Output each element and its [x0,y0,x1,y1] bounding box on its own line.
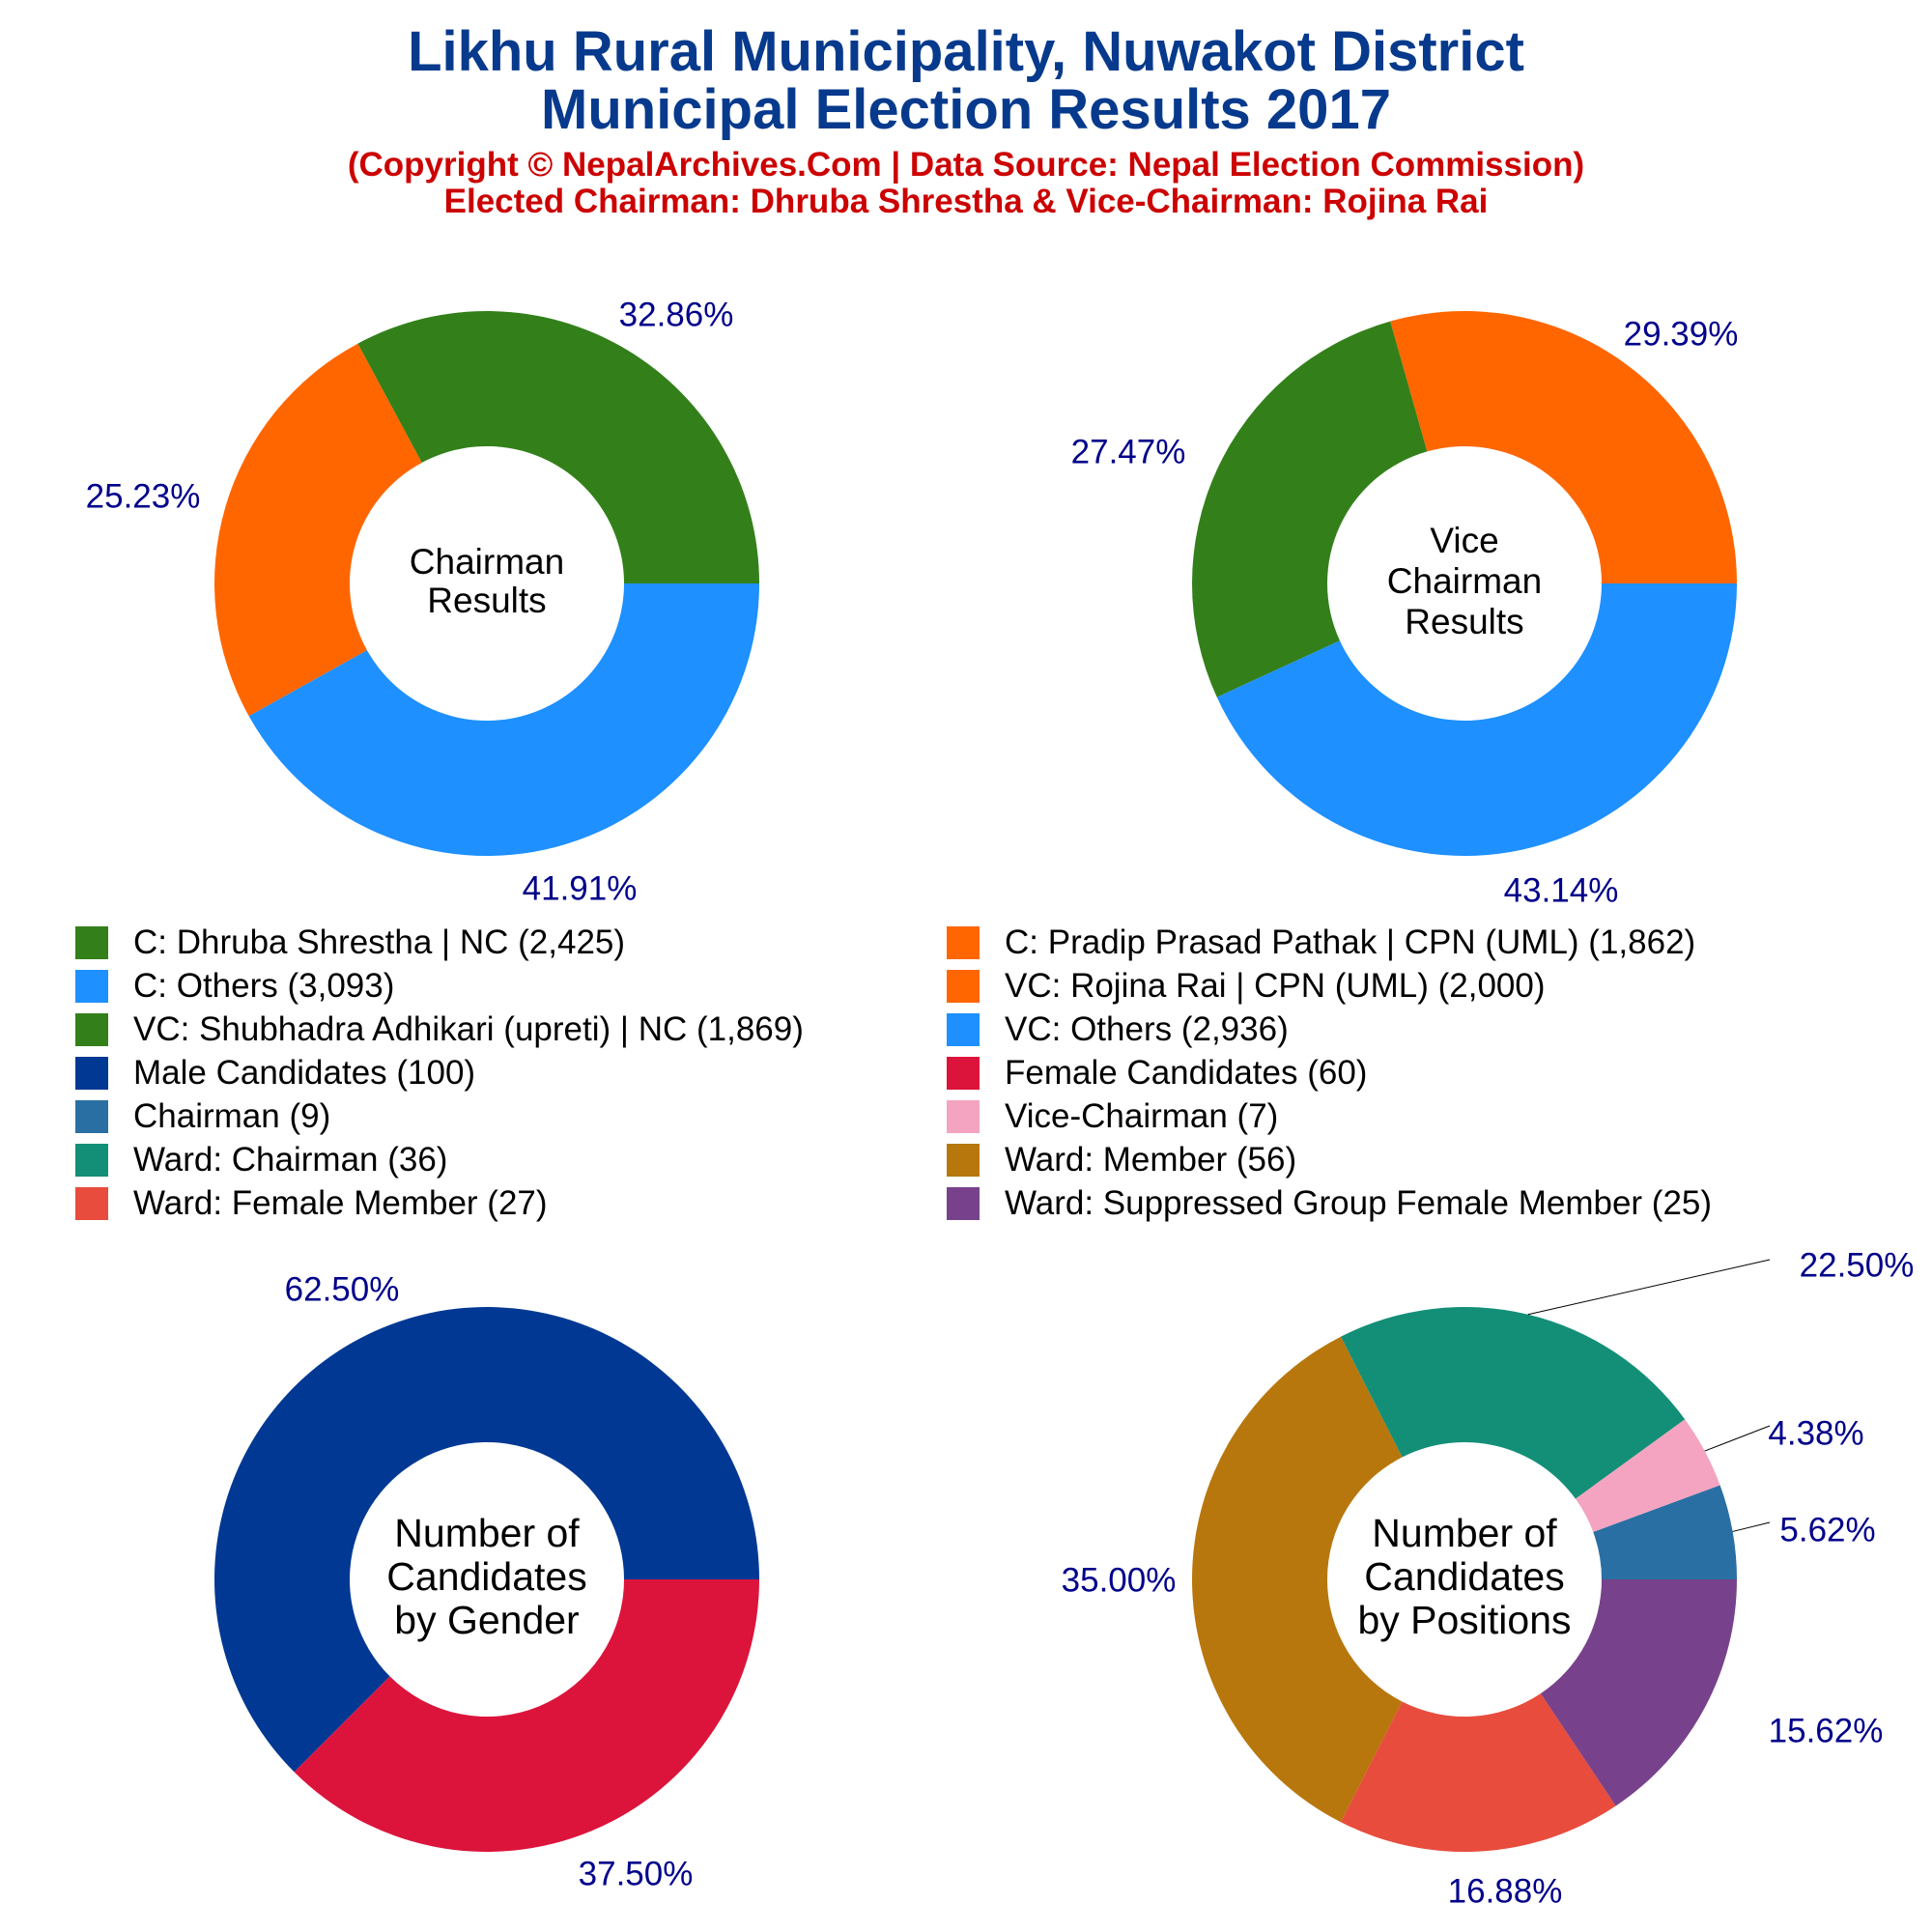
slice-percent-label: 27.47% [1071,433,1186,470]
slice-percent-label: 29.39% [1624,315,1739,353]
legend-label: VC: Shubhadra Adhikari (upreti) | NC (1,… [133,1010,804,1048]
legend-swatch [75,926,108,959]
donut-center-label: Candidates [386,1554,586,1599]
slice-percent-label: 35.00% [1062,1561,1177,1599]
donut-slice [248,583,759,857]
slice-percent-label: 32.86% [619,296,734,333]
legend-item: C: Dhruba Shrestha | NC (2,425) [75,922,625,964]
legend-item: C: Pradip Prasad Pathak | CPN (UML) (1,8… [947,922,1695,964]
legend-label: Female Candidates (60) [1005,1054,1368,1092]
donut-slice [1390,311,1737,583]
donut-slice [1540,1579,1737,1806]
donut-slice [1593,1485,1737,1579]
legend-swatch [75,1013,108,1046]
slice-percent-label: 15.62% [1769,1712,1884,1749]
donut-center-label: Number of [1372,1511,1557,1555]
legend-label: Chairman (9) [133,1097,331,1135]
legend-item: Female Candidates (60) [947,1052,1367,1094]
legend-swatch [75,1144,108,1177]
donut-center-label: Chairman [1387,561,1542,601]
slice-percent-label: 37.50% [579,1855,694,1892]
donut-center-label: Number of [394,1511,580,1555]
legend-swatch [75,1100,108,1133]
slice-percent-label: 5.62% [1779,1511,1875,1548]
legend-swatch [75,970,108,1003]
legend-label: Ward: Member (56) [1005,1141,1297,1179]
legend-label: Ward: Chairman (36) [133,1141,448,1179]
legend-item: C: Others (3,093) [75,965,394,1008]
legend-item: VC: Others (2,936) [947,1009,1289,1051]
donut-chart-4: 5.62% 4.38% 22.50% 35.00% 16.88% 15.62% Number… [1062,1246,1915,1910]
legend-label: Ward: Suppressed Group Female Member (25… [1005,1184,1713,1222]
slice-percent-label: 43.14% [1504,871,1619,909]
slice-percent-label: 4.38% [1768,1414,1863,1452]
legend-item: Ward: Female Member (27) [75,1182,548,1225]
legend-swatch [75,1057,108,1090]
donut-center-label: Candidates [1364,1554,1564,1599]
donut-center-label: by Gender [394,1598,579,1642]
leader-line [1527,1259,1771,1316]
legend-swatch [75,1187,108,1220]
donut-center-label: Vice [1430,521,1498,560]
donut-center-label: Chairman [410,542,564,582]
legend-swatch [947,1057,980,1090]
slice-percent-label: 62.50% [285,1270,400,1308]
chart-title-line-2: Municipal Election Results 2017 [541,78,1391,141]
legend-item: Male Candidates (100) [75,1052,475,1094]
donut-center-label: Results [1405,602,1523,641]
legend-item: Ward: Suppressed Group Female Member (25… [947,1182,1712,1225]
chart-subtitle-elected: Elected Chairman: Dhruba Shrestha & Vice… [443,183,1489,220]
legend-label: C: Others (3,093) [133,967,395,1005]
slice-percent-label: 16.88% [1448,1872,1563,1910]
donut-slice [1192,1336,1403,1823]
legend-item: Chairman (9) [75,1095,330,1138]
chart-subtitle-copyright: (Copyright © NepalArchives.Com | Data So… [347,146,1585,184]
legend-label: C: Dhruba Shrestha | NC (2,425) [133,923,626,961]
donut-center-label: by Positions [1357,1598,1571,1642]
leader-line [1732,1521,1771,1532]
legend-item: VC: Shubhadra Adhikari (upreti) | NC (1,… [75,1009,804,1051]
legend-label: C: Pradip Prasad Pathak | CPN (UML) (1,8… [1005,923,1696,961]
donut-center-label: Results [427,581,546,620]
donut-slice [1192,321,1428,697]
chart-title-line-1: Likhu Rural Municipality, Nuwakot Distri… [408,20,1524,83]
donut-slice [1340,1307,1686,1499]
legend-swatch [947,1013,980,1046]
legend-swatch [947,926,980,959]
donut-slice [214,343,422,717]
legend-item: Ward: Chairman (36) [75,1139,447,1181]
donut-slice [1216,583,1737,856]
slice-percent-label: 22.50% [1800,1246,1915,1284]
legend-swatch [947,1100,980,1133]
donut-slice [357,310,759,583]
donut-slice [1340,1693,1616,1852]
donut-slice [294,1579,759,1852]
legend-label: VC: Others (2,936) [1005,1010,1289,1048]
legend-item: Ward: Member (56) [947,1139,1296,1181]
legend-label: VC: Rojina Rai | CPN (UML) (2,000) [1005,967,1546,1005]
legend-label: Ward: Female Member (27) [133,1184,548,1222]
legend-item: Vice-Chairman (7) [947,1095,1278,1138]
legend-label: Vice-Chairman (7) [1005,1097,1279,1135]
legend-swatch [947,1187,980,1220]
slice-percent-label: 41.91% [523,869,638,907]
legend-swatch [947,970,980,1003]
donut-slice [214,1306,759,1773]
leader-line [1704,1425,1771,1452]
legend-item: VC: Rojina Rai | CPN (UML) (2,000) [947,965,1546,1008]
donut-slice [1575,1419,1720,1532]
legend-swatch [947,1144,980,1177]
legend-label: Male Candidates (100) [133,1054,476,1092]
slice-percent-label: 25.23% [86,477,201,515]
